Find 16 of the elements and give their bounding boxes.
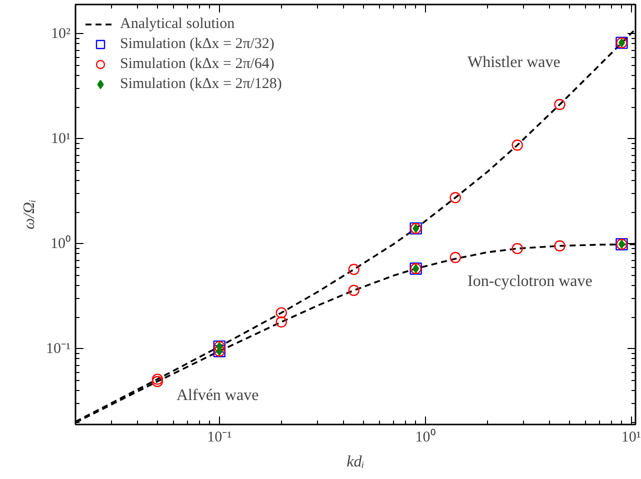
annotation: Alfvén wave xyxy=(176,387,259,404)
annotation: Ion-cyclotron wave xyxy=(468,273,592,290)
legend-label: Simulation (kΔx = 2π/32) xyxy=(120,35,274,53)
x-tick-label: 10⁻¹ xyxy=(207,430,232,446)
legend-label: Analytical solution xyxy=(120,15,235,33)
x-tick-label: 10¹ xyxy=(621,430,641,446)
legend-label: Simulation (kΔx = 2π/64) xyxy=(120,55,274,73)
y-tick-label: 10⁻¹ xyxy=(46,340,71,357)
x-tick-label: 10⁰ xyxy=(415,428,436,446)
y-tick-label: 10² xyxy=(51,26,72,42)
legend-label: Simulation (kΔx = 2π/128) xyxy=(120,75,282,93)
x-axis-title: kdᵢ xyxy=(346,454,364,470)
annotation: Whistler wave xyxy=(468,54,560,71)
y-tick-label: 10⁰ xyxy=(50,234,70,252)
y-axis-title: ω/Ωᵢ xyxy=(21,200,38,230)
y-tick-label: 10¹ xyxy=(51,130,71,147)
